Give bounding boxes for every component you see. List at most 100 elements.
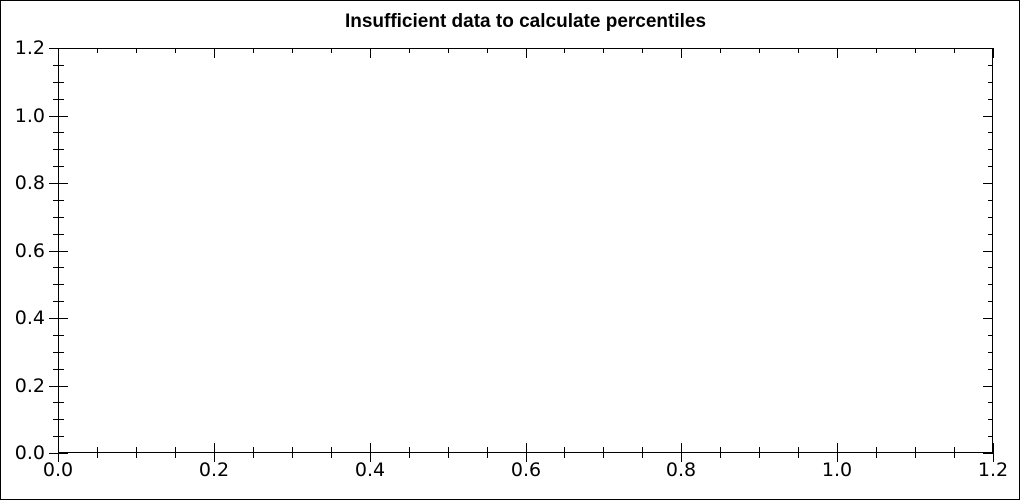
y-axis-minor-tick [53, 436, 64, 437]
y-axis-major-tick [49, 183, 68, 184]
x-axis-top-minor-tick [876, 48, 877, 53]
x-axis-tick-label: 0.0 [42, 459, 74, 481]
y-axis-major-tick [49, 318, 68, 319]
x-axis-top-minor-tick [798, 48, 799, 53]
y-axis-tick-label: 0.6 [14, 240, 45, 262]
x-axis-top-minor-tick [603, 48, 604, 53]
y-axis-right-minor-tick [988, 402, 993, 403]
x-axis-minor-tick [642, 447, 643, 458]
y-axis-right-minor-tick [988, 132, 993, 133]
y-axis-major-tick [49, 386, 68, 387]
y-axis-right-major-tick [983, 386, 993, 387]
x-axis-minor-tick [798, 447, 799, 458]
y-axis-right-minor-tick [988, 301, 993, 302]
y-axis-minor-tick [53, 284, 64, 285]
x-axis-minor-tick [487, 447, 488, 458]
x-axis-minor-tick [409, 447, 410, 458]
x-axis-minor-tick [448, 447, 449, 458]
y-axis-minor-tick [53, 99, 64, 100]
y-axis-right-minor-tick [988, 149, 993, 150]
x-axis-minor-tick [603, 447, 604, 458]
y-axis-minor-tick [53, 65, 64, 66]
x-axis-minor-tick [564, 447, 565, 458]
y-axis-tick-label: 1.2 [14, 37, 45, 59]
x-axis-top-minor-tick [448, 48, 449, 53]
y-axis-minor-tick [53, 419, 64, 420]
y-axis-right-major-tick [983, 318, 993, 319]
y-axis-right-minor-tick [988, 217, 993, 218]
y-axis-right-minor-tick [988, 352, 993, 353]
x-axis-top-minor-tick [409, 48, 410, 53]
x-axis-minor-tick [331, 447, 332, 458]
x-axis-major-tick [526, 443, 527, 462]
x-axis-top-minor-tick [954, 48, 955, 53]
y-axis-minor-tick [53, 402, 64, 403]
x-axis-top-minor-tick [292, 48, 293, 53]
x-axis-major-tick [370, 443, 371, 462]
y-axis-tick-label: 0.2 [14, 375, 45, 397]
y-axis-right-minor-tick [988, 419, 993, 420]
y-axis-right-minor-tick [988, 234, 993, 235]
x-axis-top-minor-tick [136, 48, 137, 53]
x-axis-tick-label: 0.4 [354, 459, 386, 481]
y-axis-minor-tick [53, 200, 64, 201]
y-axis-right-minor-tick [988, 436, 993, 437]
x-axis-top-minor-tick [564, 48, 565, 53]
y-axis-major-tick [49, 251, 68, 252]
x-axis-top-major-tick [214, 48, 215, 58]
y-axis-right-minor-tick [988, 369, 993, 370]
y-axis-minor-tick [53, 335, 64, 336]
y-axis-tick-label: 1.0 [14, 105, 45, 127]
y-axis-minor-tick [53, 217, 64, 218]
x-axis-top-minor-tick [253, 48, 254, 53]
x-axis-top-minor-tick [331, 48, 332, 53]
chart-title: Insufficient data to calculate percentil… [344, 11, 707, 32]
x-axis-major-tick [214, 443, 215, 462]
x-axis-top-minor-tick [915, 48, 916, 53]
y-axis-minor-tick [53, 132, 64, 133]
y-axis-right-minor-tick [988, 284, 993, 285]
x-axis-tick-label: 0.2 [198, 459, 230, 481]
x-axis-major-tick [993, 443, 994, 462]
y-axis-minor-tick [53, 234, 64, 235]
x-axis-top-major-tick [526, 48, 527, 58]
x-axis-tick-label: 0.6 [510, 459, 542, 481]
x-axis-top-minor-tick [720, 48, 721, 53]
x-axis-top-major-tick [370, 48, 371, 58]
x-axis-top-minor-tick [175, 48, 176, 53]
x-axis-minor-tick [954, 447, 955, 458]
x-axis-minor-tick [759, 447, 760, 458]
y-axis-right-minor-tick [988, 166, 993, 167]
y-axis-minor-tick [53, 267, 64, 268]
x-axis-major-tick [58, 443, 59, 462]
x-axis-minor-tick [915, 447, 916, 458]
y-axis-minor-tick [53, 369, 64, 370]
x-axis-top-minor-tick [642, 48, 643, 53]
x-axis-minor-tick [720, 447, 721, 458]
x-axis-tick-label: 1.2 [977, 459, 1009, 481]
y-axis-major-tick [49, 116, 68, 117]
y-axis-tick-label: 0.0 [14, 442, 45, 464]
x-axis-top-major-tick [993, 48, 994, 58]
x-axis-tick-label: 0.8 [665, 459, 697, 481]
y-axis-tick-label: 0.4 [14, 307, 45, 329]
y-axis-major-tick [49, 48, 68, 49]
y-axis-right-major-tick [983, 48, 993, 49]
x-axis-tick-label: 1.0 [821, 459, 853, 481]
x-axis-minor-tick [175, 447, 176, 458]
y-axis-major-tick [49, 453, 68, 454]
x-axis-top-major-tick [837, 48, 838, 58]
x-axis-top-minor-tick [487, 48, 488, 53]
x-axis-major-tick [837, 443, 838, 462]
y-axis-right-minor-tick [988, 65, 993, 66]
y-axis-minor-tick [53, 301, 64, 302]
x-axis-top-minor-tick [759, 48, 760, 53]
x-axis-top-major-tick [58, 48, 59, 58]
y-axis-minor-tick [53, 82, 64, 83]
x-axis-minor-tick [97, 447, 98, 458]
y-axis-minor-tick [53, 149, 64, 150]
y-axis-right-major-tick [983, 183, 993, 184]
y-axis-right-minor-tick [988, 82, 993, 83]
y-axis-right-minor-tick [988, 335, 993, 336]
